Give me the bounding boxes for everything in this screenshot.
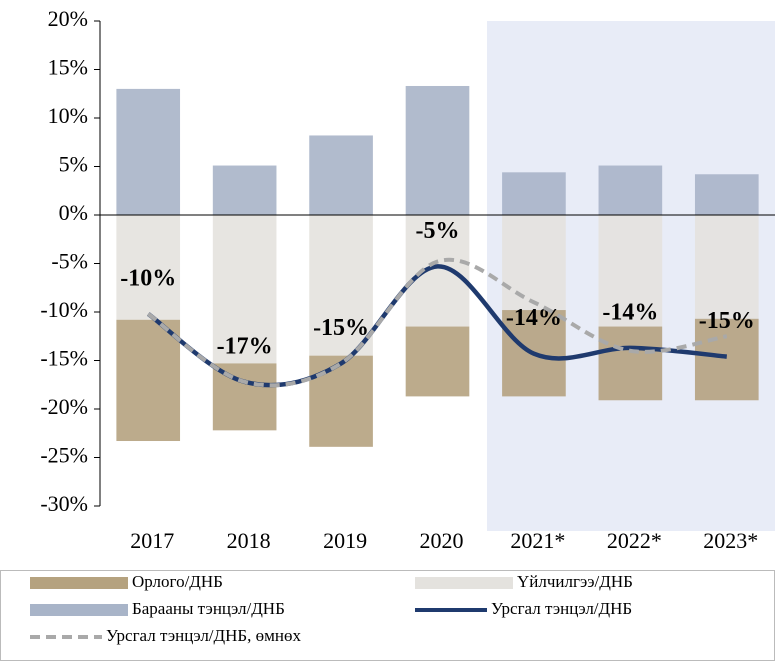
bar bbox=[694, 318, 759, 401]
y-tick-label: 10% bbox=[48, 103, 88, 128]
bar bbox=[116, 88, 181, 215]
y-tick-label: 0% bbox=[59, 200, 88, 225]
dashed-line bbox=[147, 257, 728, 388]
data-label: -14% bbox=[506, 305, 562, 331]
bar bbox=[694, 174, 759, 215]
legend-label: Орлого/ДНБ bbox=[132, 572, 223, 591]
bar bbox=[598, 165, 663, 215]
bar bbox=[309, 135, 373, 215]
x-tick-label: 2022* bbox=[607, 528, 662, 553]
y-tick-label: -10% bbox=[40, 297, 88, 322]
legend-label: Барааны тэнцэл/ДНБ bbox=[132, 599, 285, 618]
y-tick-label: 20% bbox=[48, 6, 88, 31]
bar bbox=[212, 215, 277, 364]
legend-label: Урсгал тэнцэл/ДНБ bbox=[491, 599, 632, 618]
bar bbox=[694, 215, 759, 319]
bar bbox=[502, 172, 566, 215]
y-tick-label: -30% bbox=[40, 491, 88, 516]
data-label: -15% bbox=[699, 308, 755, 334]
x-tick-label: 2020 bbox=[420, 528, 464, 553]
y-tick-label: 15% bbox=[48, 55, 88, 80]
bar bbox=[405, 215, 470, 327]
data-label: -14% bbox=[602, 299, 658, 325]
legend-label: Урсгал тэнцэл/ДНБ, өмнөх bbox=[106, 626, 302, 645]
bar bbox=[309, 355, 373, 447]
bar bbox=[212, 165, 277, 215]
x-tick-label: 2021* bbox=[510, 528, 565, 553]
legend-swatch bbox=[415, 577, 513, 589]
y-tick-label: -15% bbox=[40, 346, 88, 371]
y-tick-label: -25% bbox=[40, 443, 88, 468]
data-label: -5% bbox=[416, 218, 460, 244]
x-tick-label: 2017 bbox=[130, 528, 174, 553]
x-tick-label: 2019 bbox=[323, 528, 367, 553]
bar bbox=[598, 215, 663, 327]
bar bbox=[309, 215, 373, 356]
bar bbox=[502, 215, 566, 311]
y-tick-label: -20% bbox=[40, 394, 88, 419]
data-label: -10% bbox=[120, 265, 176, 291]
bar bbox=[405, 85, 470, 216]
bar bbox=[116, 215, 181, 320]
data-label: -17% bbox=[217, 333, 273, 359]
bar bbox=[598, 326, 663, 401]
legend-swatch bbox=[30, 577, 128, 589]
y-tick-label: 5% bbox=[59, 152, 88, 177]
bar bbox=[405, 326, 470, 397]
bar bbox=[116, 319, 181, 442]
data-label: -15% bbox=[313, 315, 369, 341]
legend-swatch bbox=[30, 604, 128, 616]
y-tick-label: -5% bbox=[51, 249, 88, 274]
x-tick-label: 2018 bbox=[227, 528, 271, 553]
x-tick-label: 2023* bbox=[703, 528, 758, 553]
legend-label: Үйлчилгээ/ДНБ bbox=[517, 572, 633, 591]
